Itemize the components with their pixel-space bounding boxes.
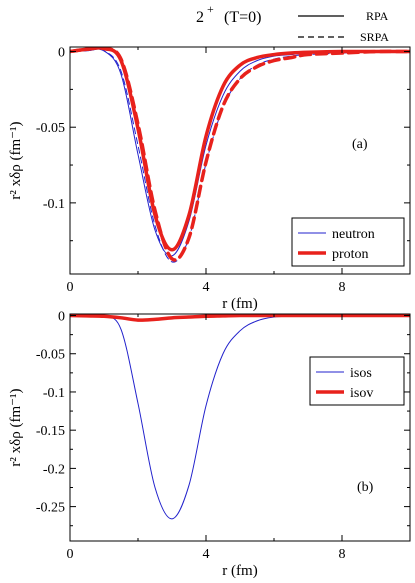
- panel-a-tag: (a): [352, 137, 368, 152]
- header-title-sup: +: [207, 2, 214, 16]
- panel-a-x-axis-title: r (fm): [222, 296, 257, 312]
- panel-b-x-tick-label: 0: [67, 547, 74, 562]
- style-key-rpa-label: RPA: [366, 9, 389, 23]
- panel-a-legend-box: [291, 217, 405, 267]
- panel-b-x-tick-label: 8: [339, 547, 346, 562]
- panel-a-y-tick-label: -0.1: [43, 197, 65, 212]
- panel-b-x-axis-title: r (fm): [222, 563, 257, 578]
- panel-b-y-tick-label: -0.15: [36, 424, 65, 439]
- panel-b-legend-label-isov: isov: [350, 386, 373, 401]
- panel-a-ticks: 0 4 8 0 -0.05 -0.1: [36, 46, 411, 295]
- panel-a-y-tick-label: -0.05: [36, 121, 65, 136]
- panel-b-y-tick-label: 0: [58, 310, 65, 325]
- figure-header: 2 + (T=0) RPA SRPA: [196, 2, 389, 44]
- panel-b-y-axis-title: r² xδρ (fm⁻¹): [8, 388, 24, 466]
- panel-b-tag: (b): [357, 480, 374, 495]
- panel-a-x-tick-label: 4: [203, 280, 210, 295]
- panel-b-y-tick-label: -0.25: [36, 501, 65, 516]
- panel-b-x-tick-label: 4: [203, 547, 210, 562]
- panel-a-legend-label-proton: proton: [332, 247, 369, 262]
- panel-a-y-tick-label: 0: [58, 46, 65, 61]
- panel-b-plot-content: [70, 314, 410, 520]
- panel-a-series-proton-srpa: [70, 47, 410, 262]
- panel-b-frame: [69, 313, 411, 542]
- panel-a-frame: [69, 46, 411, 275]
- style-key-srpa-label: SRPA: [360, 30, 389, 44]
- panel-b-ticks: 0 4 8 0 -0.05 -0.1 -0.15 -0.2 -0.25: [36, 310, 411, 562]
- panel-b-legend-box: [309, 356, 405, 406]
- panel-b-legend-label-isos: isos: [350, 366, 372, 381]
- panel-b-legend: isos isov: [309, 356, 405, 406]
- panel-a-y-axis-title: r² xδρ (fm⁻¹): [8, 121, 24, 199]
- panel-b-series-isov: [70, 314, 410, 322]
- panel-b-y-tick-label: -0.1: [43, 386, 65, 401]
- panel-a-x-tick-label: 0: [67, 280, 74, 295]
- panel-b-y-tick-label: -0.05: [36, 348, 65, 363]
- panel-a-legend: neutron proton: [291, 217, 405, 267]
- panel-a-x-tick-label: 8: [339, 280, 346, 295]
- panel-a-legend-label-neutron: neutron: [332, 227, 375, 242]
- header-title-main: 2: [196, 9, 204, 26]
- panel-a-plot-content: [70, 47, 410, 263]
- panel-a: 0 4 8 0 -0.05 -0.1 (a) r (fm) r² xδρ (fm⁻¹) n…: [8, 46, 411, 312]
- panel-b-y-tick-label: -0.2: [43, 462, 65, 477]
- header-title-rest: (T=0): [224, 9, 261, 26]
- panel-b: 0 4 8 0 -0.05 -0.1 -0.15 -0.2 -0.25 (b) r (fm) r…: [8, 310, 411, 579]
